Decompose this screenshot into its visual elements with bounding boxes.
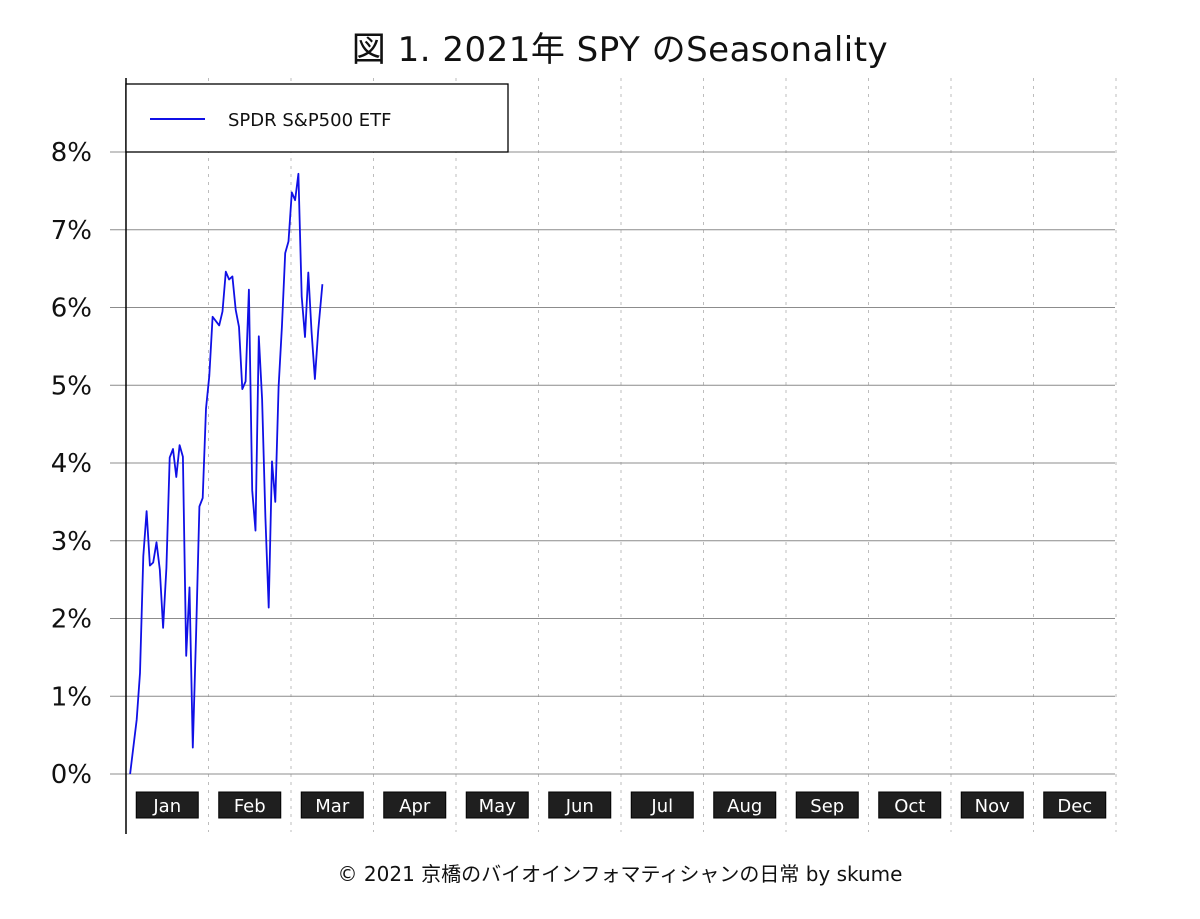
legend: SPDR S&P500 ETF [125, 83, 509, 153]
series-line-0 [129, 172, 324, 775]
month-label-jan: Jan [135, 791, 199, 819]
y-tick-label: 2% [51, 605, 92, 635]
y-tick-label: 0% [51, 760, 92, 790]
copyright-footer: © 2021 京橋のバイオインフォマティシャンの日常 by skume [337, 862, 903, 886]
month-labels: Jan Feb Mar Apr May Jun Jul Aug Sep Oct Nov Dec [135, 791, 1107, 819]
x-tick-label: Jun [565, 796, 594, 817]
x-tick-label: Jan [152, 796, 181, 817]
month-label-apr: Apr [383, 791, 447, 819]
y-tick-label: 5% [51, 371, 92, 401]
month-label-box [878, 791, 942, 819]
x-tick-label: Dec [1057, 796, 1092, 817]
x-tick-label: Nov [975, 796, 1010, 817]
month-label-aug: Aug [713, 791, 777, 819]
month-label-nov: Nov [960, 791, 1024, 819]
month-label-box [383, 791, 447, 819]
month-label-sep: Sep [795, 791, 859, 819]
month-label-feb: Feb [218, 791, 282, 819]
y-tick-label: 3% [51, 527, 92, 557]
y-tick-label: 4% [51, 449, 92, 479]
y-tick-label: 1% [51, 682, 92, 712]
month-label-box [300, 791, 364, 819]
month-label-oct: Oct [878, 791, 942, 819]
month-label-box [548, 791, 612, 819]
chart-title: 図 1. 2021年 SPY のSeasonality [351, 30, 889, 70]
axis-layer: 0% 1% 2% 3% 4% 5% 6% 7% 8% [51, 78, 127, 834]
x-tick-label: May [479, 796, 517, 817]
y-tick-label: 6% [51, 294, 92, 324]
y-tick-label: 8% [51, 138, 92, 168]
month-label-mar: Mar [300, 791, 364, 819]
month-label-box [713, 791, 777, 819]
month-label-dec: Dec [1043, 791, 1107, 819]
x-tick-label: Sep [810, 796, 844, 817]
y-tick-label: 7% [51, 216, 92, 246]
series-layer [129, 172, 324, 775]
x-tick-label: Feb [234, 796, 266, 817]
x-tick-label: Aug [727, 796, 762, 817]
month-label-box [795, 791, 859, 819]
month-label-box [135, 791, 199, 819]
month-label-jul: Jul [630, 791, 694, 819]
grid-layer [110, 78, 1117, 832]
month-label-box [465, 791, 529, 819]
x-tick-label: Jul [650, 796, 673, 817]
month-label-may: May [465, 791, 529, 819]
month-label-box [960, 791, 1024, 819]
x-tick-label: Mar [315, 796, 350, 817]
month-label-jun: Jun [548, 791, 612, 819]
month-label-box [218, 791, 282, 819]
x-tick-label: Apr [399, 796, 431, 817]
x-tick-label: Oct [894, 796, 925, 817]
legend-label: SPDR S&P500 ETF [228, 110, 392, 131]
month-label-box [1043, 791, 1107, 819]
month-label-box [630, 791, 694, 819]
